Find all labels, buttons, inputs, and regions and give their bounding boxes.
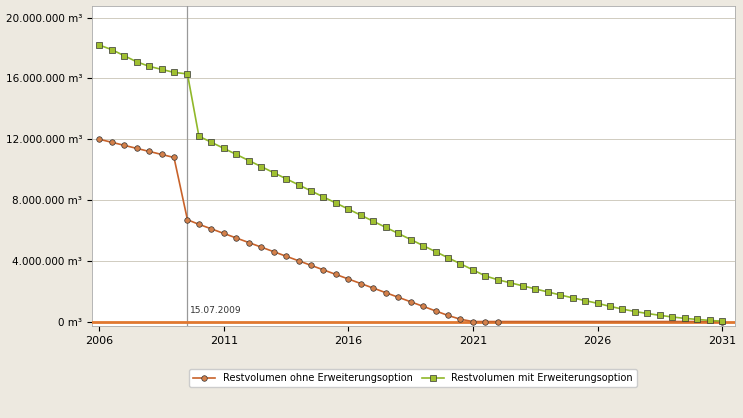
Restvolumen ohne Erweiterungsoption [307,263,316,268]
Restvolumen ohne Erweiterungsoption [132,146,141,151]
Restvolumen mit Erweiterungsoption [294,182,303,187]
Restvolumen ohne Erweiterungsoption [257,245,266,250]
Line: Restvolumen ohne Erweiterungsoption: Restvolumen ohne Erweiterungsoption [97,136,725,324]
Restvolumen ohne Erweiterungsoption [95,137,104,142]
Restvolumen ohne Erweiterungsoption [195,222,204,227]
Restvolumen ohne Erweiterungsoption [381,290,390,295]
Restvolumen ohne Erweiterungsoption [493,319,502,324]
Restvolumen ohne Erweiterungsoption [406,299,415,304]
Restvolumen mit Erweiterungsoption [282,176,291,181]
Restvolumen ohne Erweiterungsoption [357,281,366,286]
Restvolumen ohne Erweiterungsoption [120,143,129,148]
Restvolumen ohne Erweiterungsoption [207,227,215,232]
Restvolumen ohne Erweiterungsoption [219,231,228,236]
Restvolumen mit Erweiterungsoption [232,152,241,157]
Restvolumen ohne Erweiterungsoption [344,276,353,281]
Text: 15.07.2009: 15.07.2009 [190,306,241,316]
Restvolumen ohne Erweiterungsoption [282,254,291,259]
Restvolumen ohne Erweiterungsoption [269,249,278,254]
Restvolumen ohne Erweiterungsoption [394,295,403,300]
Restvolumen ohne Erweiterungsoption [294,258,303,263]
Restvolumen ohne Erweiterungsoption [319,268,328,273]
Restvolumen ohne Erweiterungsoption [444,313,452,318]
Restvolumen ohne Erweiterungsoption [183,217,192,222]
Restvolumen ohne Erweiterungsoption [145,149,154,154]
Restvolumen mit Erweiterungsoption [705,318,714,323]
Restvolumen mit Erweiterungsoption [543,289,552,294]
Restvolumen ohne Erweiterungsoption [107,140,116,145]
Restvolumen ohne Erweiterungsoption [718,319,727,324]
Restvolumen ohne Erweiterungsoption [418,304,427,309]
Restvolumen ohne Erweiterungsoption [331,272,340,277]
Restvolumen ohne Erweiterungsoption [369,285,377,291]
Restvolumen ohne Erweiterungsoption [157,152,166,157]
Restvolumen ohne Erweiterungsoption [456,317,465,322]
Restvolumen ohne Erweiterungsoption [244,240,253,245]
Restvolumen ohne Erweiterungsoption [431,308,440,314]
Legend: Restvolumen ohne Erweiterungsoption, Restvolumen mit Erweiterungsoption: Restvolumen ohne Erweiterungsoption, Res… [189,370,637,387]
Line: Restvolumen mit Erweiterungsoption: Restvolumen mit Erweiterungsoption [96,41,726,325]
Restvolumen ohne Erweiterungsoption [481,319,490,324]
Restvolumen ohne Erweiterungsoption [232,235,241,240]
Restvolumen ohne Erweiterungsoption [169,155,178,160]
Restvolumen ohne Erweiterungsoption [469,319,478,324]
Restvolumen mit Erweiterungsoption [95,43,104,48]
Restvolumen mit Erweiterungsoption [718,319,727,324]
Restvolumen mit Erweiterungsoption [506,280,515,285]
